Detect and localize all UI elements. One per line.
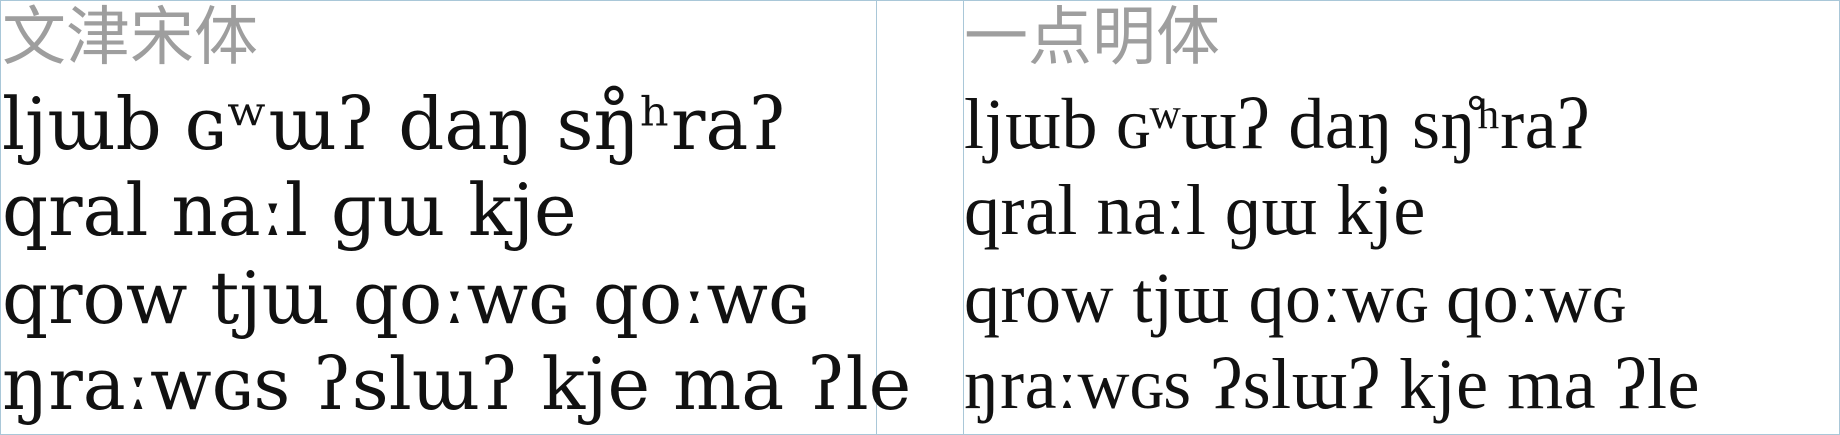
font-name-label: 一点明体 xyxy=(964,1,1220,75)
sample-line-4: ŋraːwɢs ʔslɯʔ kje ma ʔle xyxy=(2,342,912,426)
sample-line-1: ljɯb ɢʷɯʔ daŋ sŋ̊ʰraʔ xyxy=(964,84,1590,164)
sample-line-2: qral naːl ɡɯ kje xyxy=(2,168,577,252)
column-divider-right xyxy=(963,1,964,434)
column-divider-left xyxy=(876,1,877,434)
sample-line-4: ŋraːwɢs ʔslɯʔ kje ma ʔle xyxy=(964,344,1700,424)
sample-line-3: qrow tjɯ qoːwɢ qoːwɢ xyxy=(964,258,1626,338)
sample-line-2: qral naːl ɡɯ kje xyxy=(964,170,1426,250)
sample-line-3: qrow tjɯ qoːwɢ qoːwɢ xyxy=(2,256,810,340)
sample-line-1: ljɯb ɢʷɯʔ daŋ sŋ̊ʰraʔ xyxy=(2,82,787,166)
font-name-label: 文津宋体 xyxy=(2,1,258,75)
